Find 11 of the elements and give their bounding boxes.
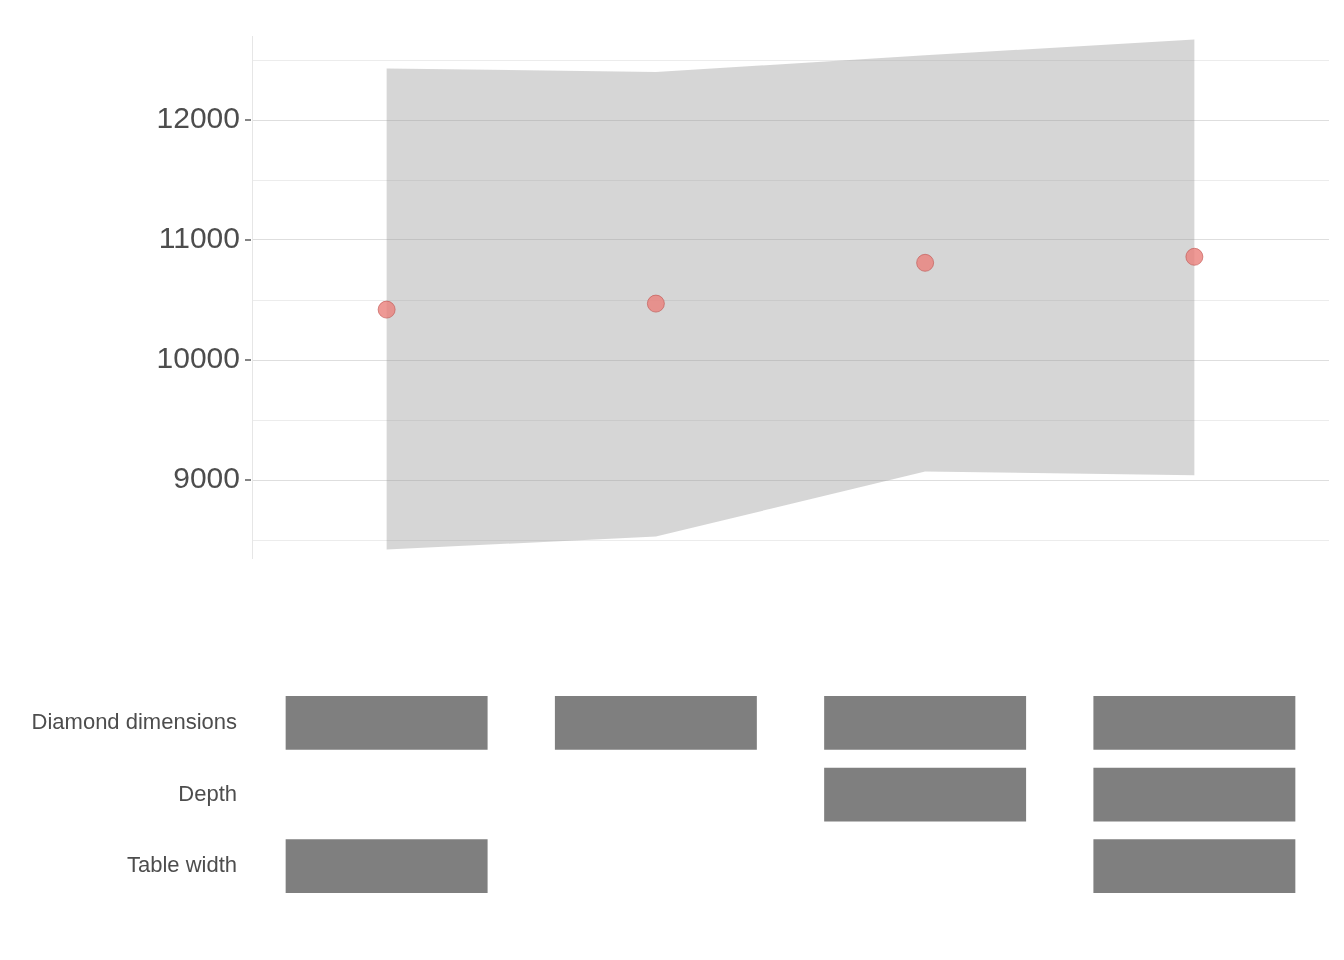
point	[377, 300, 396, 319]
point	[916, 253, 935, 272]
y-tick-label: 9000	[173, 461, 240, 495]
point	[1185, 247, 1204, 266]
y-tick-label: 12000	[156, 101, 240, 135]
y-tick-label: Diamond dimensions	[31, 708, 237, 734]
y-tick-label: Depth	[178, 780, 237, 806]
y-tick-label: Table width	[126, 852, 237, 878]
y-tick-label: 11000	[158, 221, 240, 255]
y-tick-label: 10000	[156, 341, 240, 375]
point	[646, 294, 665, 313]
